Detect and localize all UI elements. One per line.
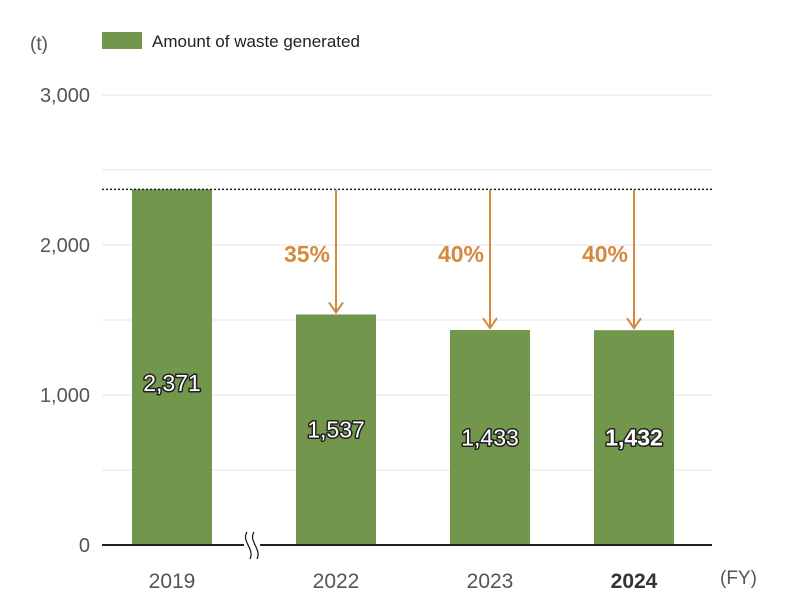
legend-swatch (102, 32, 142, 49)
y-tick-label: 2,000 (40, 235, 90, 257)
bar-value-labels: 2,371 1,537 1,433 1,432 (142, 369, 665, 452)
x-axis-categories: 2019 2022 2023 2024 (149, 570, 658, 593)
bar-2024 (594, 330, 674, 545)
reduction-arrow-head (328, 301, 344, 315)
x-category-label: 2022 (313, 570, 360, 593)
x-axis-unit: (FY) (720, 568, 757, 589)
y-tick-label: 1,000 (40, 385, 90, 407)
reduction-arrows: 35% 40% 40% (284, 189, 642, 330)
axis-break-icon (244, 531, 260, 560)
axis-break-stroke (244, 531, 252, 560)
bar-value-label: 2,371 (143, 370, 201, 396)
y-axis-unit: (t) (30, 34, 48, 55)
reduction-arrow-head (482, 317, 498, 330)
y-tick-label: 0 (79, 535, 90, 557)
x-category-label: 2023 (467, 570, 514, 593)
y-axis-ticks: 0 1,000 2,000 3,000 (40, 85, 90, 557)
bars (132, 189, 674, 545)
x-category-label: 2019 (149, 570, 196, 593)
reduction-label: 40% (582, 241, 628, 267)
axis-break-stroke (251, 531, 259, 560)
bar-value-label: 1,432 (605, 425, 663, 451)
bar-value-label: 1,537 (307, 417, 365, 443)
reduction-label: 40% (438, 241, 484, 267)
bar-2023 (450, 330, 530, 545)
y-tick-label: 3,000 (40, 85, 90, 107)
bar-value-label: 1,433 (461, 425, 519, 451)
legend: Amount of waste generated (102, 32, 360, 51)
x-category-label: 2024 (611, 570, 658, 593)
axis-break-gap (244, 531, 260, 559)
bar-2022 (296, 314, 376, 545)
legend-label: Amount of waste generated (152, 32, 360, 51)
reduction-arrow-head (626, 317, 642, 330)
reduction-label: 35% (284, 241, 330, 267)
bar-2019 (132, 189, 212, 545)
